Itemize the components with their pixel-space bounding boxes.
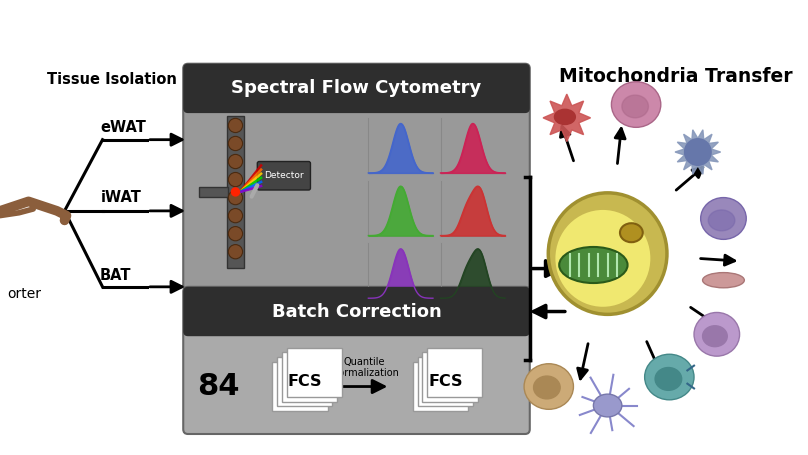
Ellipse shape bbox=[549, 193, 667, 314]
Text: Mitochondria Transfer: Mitochondria Transfer bbox=[559, 66, 793, 86]
Ellipse shape bbox=[645, 354, 694, 400]
Bar bbox=[188, 320, 525, 336]
Ellipse shape bbox=[655, 368, 682, 390]
Ellipse shape bbox=[555, 210, 650, 307]
Ellipse shape bbox=[701, 197, 747, 239]
Text: 84: 84 bbox=[197, 372, 240, 401]
Text: eWAT: eWAT bbox=[100, 120, 146, 135]
Ellipse shape bbox=[709, 210, 734, 231]
Ellipse shape bbox=[694, 313, 739, 356]
FancyBboxPatch shape bbox=[183, 287, 530, 336]
Text: Batch Correction: Batch Correction bbox=[271, 303, 441, 320]
Bar bbox=[287, 348, 342, 397]
Bar bbox=[277, 357, 332, 406]
Polygon shape bbox=[675, 130, 721, 174]
Ellipse shape bbox=[703, 273, 744, 288]
Ellipse shape bbox=[559, 247, 628, 283]
Ellipse shape bbox=[703, 326, 727, 347]
FancyBboxPatch shape bbox=[183, 287, 530, 434]
Bar bbox=[272, 362, 327, 411]
Ellipse shape bbox=[622, 95, 649, 118]
Text: Detector: Detector bbox=[264, 171, 304, 180]
Ellipse shape bbox=[612, 82, 661, 127]
Circle shape bbox=[229, 208, 242, 223]
Text: iWAT: iWAT bbox=[101, 190, 142, 205]
Circle shape bbox=[229, 227, 242, 241]
Ellipse shape bbox=[593, 394, 622, 417]
Text: Tissue Isolation: Tissue Isolation bbox=[47, 72, 177, 87]
Circle shape bbox=[229, 136, 242, 151]
Polygon shape bbox=[543, 94, 591, 142]
FancyBboxPatch shape bbox=[183, 64, 530, 113]
Bar bbox=[227, 116, 244, 268]
Text: FCS: FCS bbox=[428, 374, 462, 389]
Bar bbox=[200, 187, 228, 197]
Circle shape bbox=[229, 245, 242, 259]
FancyBboxPatch shape bbox=[183, 64, 530, 290]
Bar bbox=[282, 352, 337, 402]
Ellipse shape bbox=[554, 109, 575, 125]
Circle shape bbox=[229, 191, 242, 205]
Ellipse shape bbox=[533, 376, 560, 399]
Text: BAT: BAT bbox=[99, 268, 131, 283]
Bar bbox=[188, 97, 525, 113]
Circle shape bbox=[229, 172, 242, 187]
Ellipse shape bbox=[620, 223, 642, 242]
Circle shape bbox=[229, 154, 242, 169]
Text: FCS: FCS bbox=[288, 374, 322, 389]
Bar bbox=[418, 357, 473, 406]
Text: orter: orter bbox=[7, 288, 41, 301]
Circle shape bbox=[231, 187, 240, 197]
Bar bbox=[423, 352, 478, 402]
FancyBboxPatch shape bbox=[257, 162, 310, 190]
Ellipse shape bbox=[524, 364, 574, 410]
Ellipse shape bbox=[684, 139, 711, 165]
Circle shape bbox=[229, 118, 242, 132]
Bar bbox=[427, 348, 482, 397]
Text: Spectral Flow Cytometry: Spectral Flow Cytometry bbox=[231, 80, 482, 97]
Text: Quantile
Normalization: Quantile Normalization bbox=[330, 357, 398, 379]
Bar bbox=[413, 362, 468, 411]
